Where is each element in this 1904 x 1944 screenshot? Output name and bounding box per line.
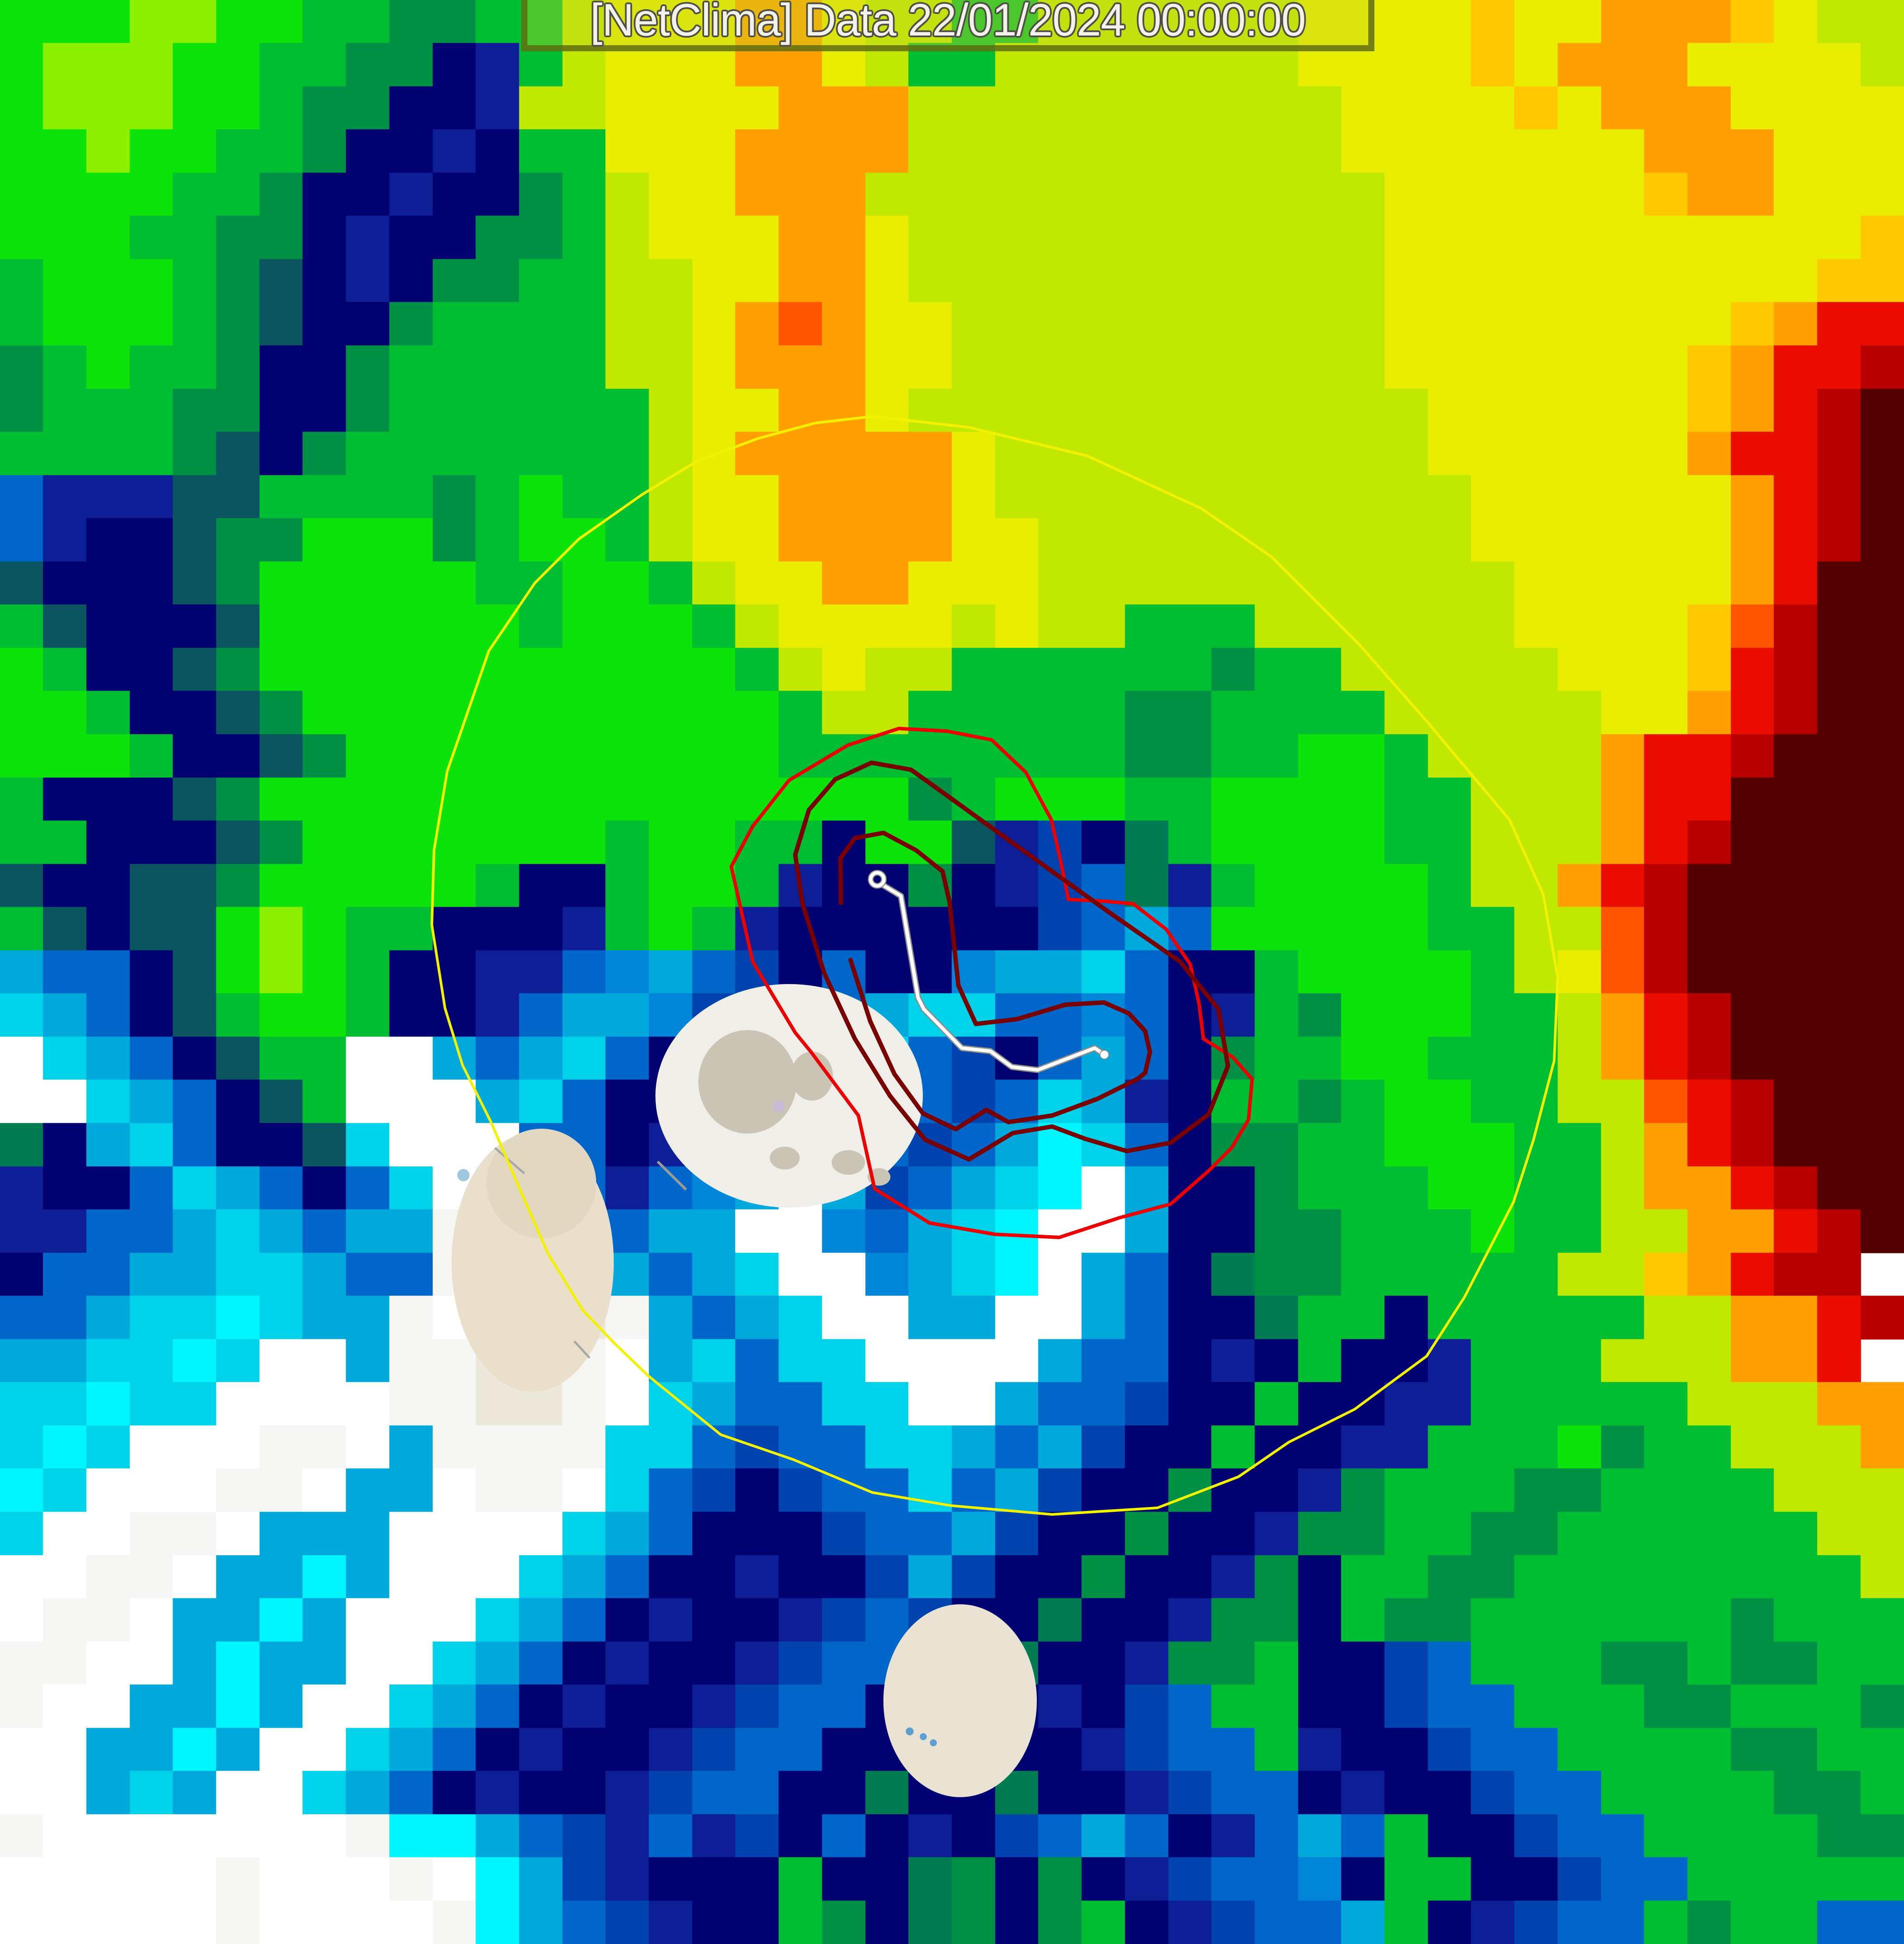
basemap-dot — [457, 1169, 470, 1181]
contour-layer — [431, 415, 1559, 1516]
basemap-dot — [930, 1739, 937, 1746]
basemap-dot — [906, 1727, 914, 1735]
basemap-layer — [452, 984, 1037, 1797]
red-contour — [730, 727, 1254, 1239]
track-end-marker — [1100, 1050, 1109, 1059]
basemap-line — [573, 1340, 591, 1359]
urban-area-blob — [487, 1129, 596, 1238]
urban-area-blob — [770, 1147, 800, 1169]
urban-area-blob — [791, 1052, 833, 1101]
maroon-outer-contour — [793, 761, 1230, 1162]
urban-area-blob — [698, 1030, 797, 1134]
yellow-contour — [431, 415, 1559, 1516]
basemap-line — [656, 1160, 687, 1191]
urban-area-blob — [832, 1150, 865, 1175]
timestamp-text: [NetClima] Data 22/01/2024 00:00:00 — [590, 0, 1306, 46]
basemap-dot — [920, 1733, 927, 1740]
storm-track-layer — [868, 870, 1109, 1073]
storm-track — [880, 883, 1106, 1072]
urban-area-blob — [883, 1604, 1037, 1797]
timestamp-banner: [NetClima] Data 22/01/2024 00:00:00 — [521, 0, 1374, 51]
track-start-marker — [869, 871, 886, 888]
urban-area-blob — [773, 1101, 784, 1112]
basemap-line — [494, 1147, 525, 1174]
maroon-inner-contour — [838, 831, 1152, 1131]
